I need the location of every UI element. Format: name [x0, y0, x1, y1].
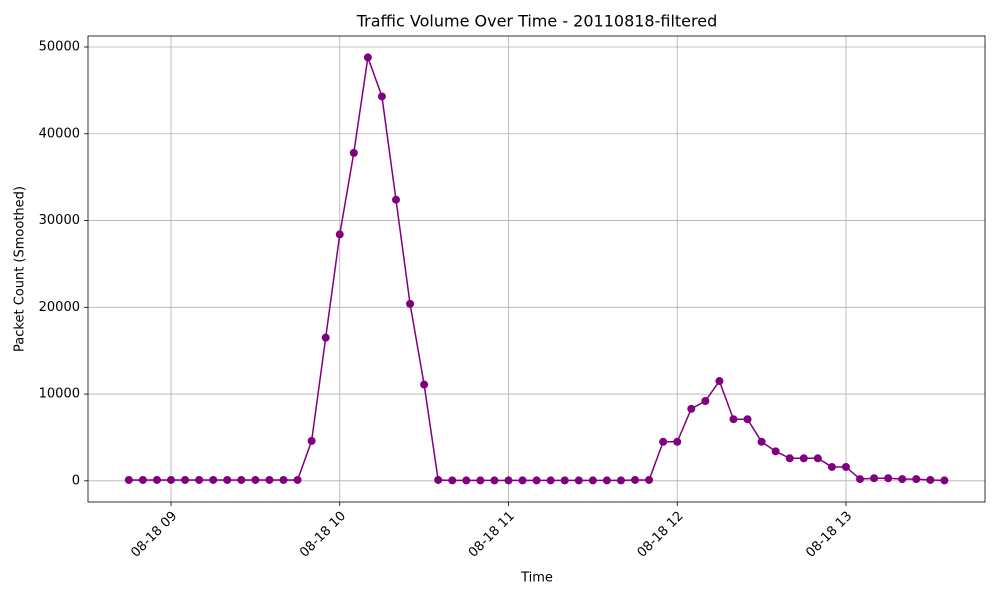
- x-tick-label: 08-18 12: [635, 509, 687, 561]
- point: [335, 230, 344, 239]
- point: [898, 475, 907, 484]
- x-tick-label: 08-18 13: [803, 509, 855, 561]
- point: [546, 476, 555, 485]
- point: [588, 476, 597, 485]
- point: [363, 53, 372, 62]
- point: [771, 447, 780, 456]
- point: [827, 462, 836, 471]
- point: [673, 437, 682, 446]
- y-tick-label: 0: [72, 473, 80, 488]
- point: [223, 475, 232, 484]
- point: [462, 476, 471, 485]
- point: [377, 92, 386, 101]
- point: [181, 475, 190, 484]
- point: [434, 475, 443, 484]
- point: [912, 475, 921, 484]
- point: [729, 415, 738, 424]
- point: [138, 475, 147, 484]
- plot-frame: [87, 35, 986, 503]
- point: [574, 476, 583, 485]
- point: [504, 476, 513, 485]
- x-tick-label: 08-18 10: [297, 509, 349, 561]
- point: [476, 476, 485, 485]
- point: [349, 148, 358, 157]
- point: [209, 475, 218, 484]
- point: [841, 462, 850, 471]
- point: [237, 475, 246, 484]
- point: [321, 333, 330, 342]
- point: [307, 436, 316, 445]
- point: [856, 475, 865, 484]
- point: [391, 195, 400, 204]
- point: [602, 476, 611, 485]
- point: [448, 476, 457, 485]
- point: [152, 475, 161, 484]
- point: [631, 475, 640, 484]
- point: [687, 404, 696, 413]
- point: [926, 475, 935, 484]
- x-tick-label: 08-18 11: [466, 509, 518, 561]
- point: [490, 476, 499, 485]
- point: [659, 437, 668, 446]
- point: [785, 454, 794, 463]
- point: [884, 474, 893, 483]
- x-tick-label: 08-18 09: [128, 509, 180, 561]
- x-axis-label: Time: [520, 571, 553, 586]
- y-tick-label: 50000: [39, 40, 80, 55]
- point: [532, 476, 541, 485]
- y-axis-label: Packet Count (Smoothed): [13, 186, 28, 352]
- y-tick-label: 30000: [39, 213, 80, 228]
- chart-title: Traffic Volume Over Time - 20110818-filt…: [356, 12, 718, 31]
- point: [645, 475, 654, 484]
- point: [743, 415, 752, 424]
- point: [265, 475, 274, 484]
- point: [870, 474, 879, 483]
- point: [293, 475, 302, 484]
- point: [167, 475, 176, 484]
- line: [128, 57, 945, 482]
- point: [757, 437, 766, 446]
- point: [701, 397, 710, 406]
- point: [251, 475, 260, 484]
- y-tick-label: 20000: [39, 300, 80, 315]
- point: [940, 476, 949, 485]
- point: [420, 380, 429, 389]
- point: [406, 299, 415, 308]
- point: [715, 377, 724, 386]
- point: [560, 476, 569, 485]
- point: [279, 475, 288, 484]
- y-tick-label: 40000: [39, 126, 80, 141]
- point: [195, 475, 204, 484]
- point: [518, 476, 527, 485]
- point: [813, 454, 822, 463]
- point: [616, 476, 625, 485]
- y-tick-label: 10000: [39, 387, 80, 402]
- point: [124, 475, 133, 484]
- point: [799, 454, 808, 463]
